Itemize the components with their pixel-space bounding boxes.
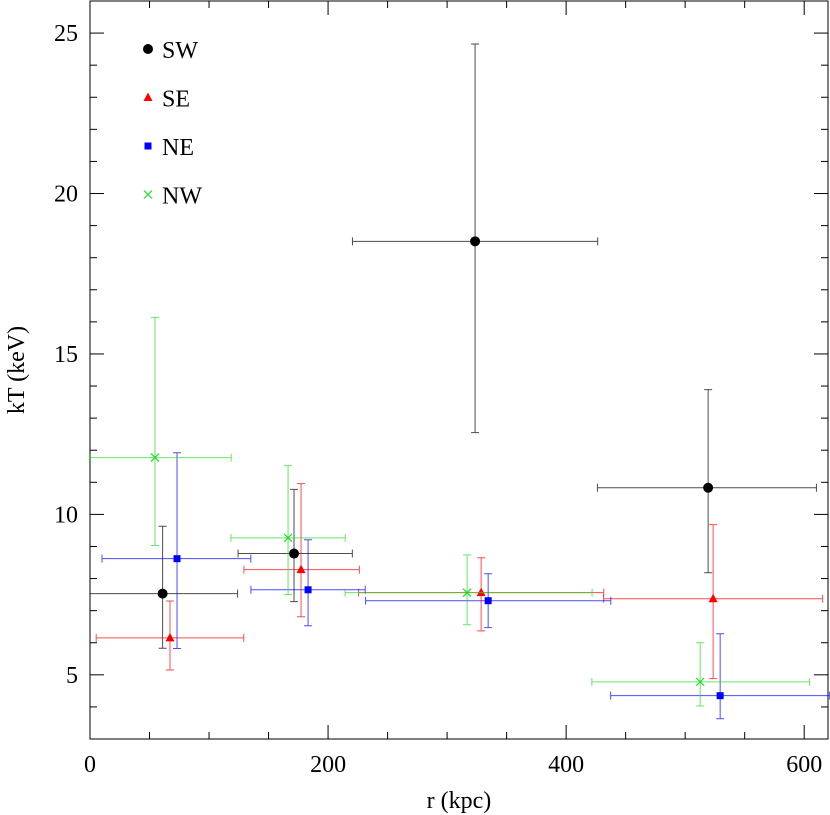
y-tick-label: 10 (54, 502, 78, 528)
point (484, 597, 492, 605)
point (703, 482, 714, 493)
x-error-bar (344, 588, 593, 597)
x-tick-label: 400 (548, 752, 584, 778)
x-axis-label: r (kpc) (427, 788, 492, 814)
y-error-bar (150, 316, 159, 547)
point (296, 564, 306, 574)
point (462, 588, 472, 598)
y-error-bar (704, 389, 713, 574)
legend-marker (143, 44, 153, 54)
legend-label: SW (162, 38, 198, 64)
y-tick-label: 20 (54, 182, 78, 208)
plot-frame (89, 0, 829, 740)
legend-label: NW (162, 184, 202, 210)
point (470, 236, 481, 247)
y-axis-label: kT (keV) (4, 326, 30, 414)
point (476, 587, 486, 597)
y-tick-label: 25 (54, 21, 78, 47)
x-tick-label: 0 (84, 752, 96, 778)
point (283, 533, 293, 543)
x-tick-label: 200 (310, 752, 346, 778)
y-error-bar (173, 452, 182, 650)
y-error-bar (304, 539, 313, 627)
error-bars (230, 465, 346, 596)
point (173, 555, 181, 563)
y-error-bar (284, 465, 293, 596)
y-error-bar (290, 488, 299, 603)
legend-label: SE (162, 87, 190, 113)
y-error-bar (696, 642, 705, 707)
y-tick-label: 15 (54, 342, 78, 368)
error-bars (89, 525, 239, 649)
point (165, 632, 175, 642)
y-error-bar (297, 483, 306, 618)
y-error-bar (463, 554, 472, 626)
error-bars (591, 642, 811, 707)
point (695, 677, 705, 687)
y-error-bar (158, 525, 167, 649)
legend-marker (143, 92, 153, 101)
error-bars (250, 539, 366, 627)
point (716, 692, 724, 700)
error-bars (344, 554, 593, 626)
legend-marker (143, 190, 153, 199)
error-bars (89, 316, 232, 547)
error-bars (603, 524, 824, 680)
legend-marker (144, 142, 152, 150)
error-bars (243, 483, 360, 618)
error-bars (610, 633, 830, 720)
y-tick-label: 5 (66, 663, 78, 689)
x-tick-label: 600 (786, 752, 822, 778)
y-error-bar (716, 633, 725, 720)
point (157, 588, 168, 599)
point (708, 593, 718, 603)
x-error-bar (89, 453, 232, 462)
point (304, 586, 312, 594)
legend-label: NE (162, 135, 194, 161)
error-bars (101, 452, 252, 650)
error-bars (237, 488, 353, 603)
point (150, 453, 160, 463)
point (289, 548, 300, 559)
error-bars (596, 389, 817, 574)
